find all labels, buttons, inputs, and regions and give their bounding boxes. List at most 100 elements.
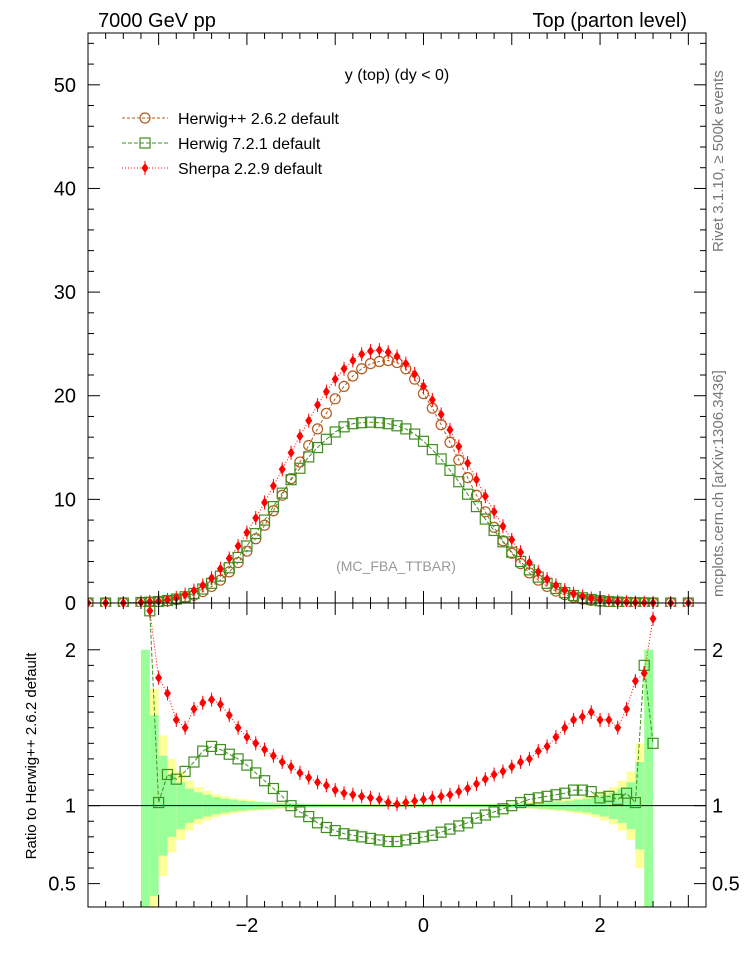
data-point xyxy=(400,834,412,846)
data-point xyxy=(367,346,375,357)
data-point xyxy=(490,506,498,517)
data-point xyxy=(267,782,279,795)
data-point xyxy=(640,597,648,607)
data-point xyxy=(305,415,313,426)
data-point xyxy=(199,697,207,708)
data-point xyxy=(409,428,421,440)
data-point xyxy=(488,806,500,818)
data-point xyxy=(278,757,286,768)
data-point xyxy=(455,441,463,452)
data-point xyxy=(490,769,498,780)
data-point xyxy=(329,825,341,837)
data-point xyxy=(517,757,525,768)
data-point xyxy=(525,753,533,764)
data-point xyxy=(258,514,271,526)
data-point xyxy=(506,546,518,558)
data-point xyxy=(523,793,536,806)
data-point xyxy=(146,605,154,616)
header-left: 7000 GeV pp xyxy=(98,10,216,32)
data-point xyxy=(514,796,527,809)
data-point xyxy=(631,675,639,686)
data-point xyxy=(216,699,224,710)
data-point xyxy=(305,772,313,783)
data-point xyxy=(585,786,597,798)
data-point xyxy=(444,823,456,835)
data-point xyxy=(179,765,191,777)
data-point xyxy=(364,416,377,428)
data-point xyxy=(497,803,509,815)
data-point xyxy=(340,788,348,799)
data-point xyxy=(623,704,631,715)
data-point xyxy=(561,722,569,733)
series-line xyxy=(88,421,689,604)
ratio-series xyxy=(144,603,659,848)
data-point xyxy=(216,563,224,574)
data-point xyxy=(508,534,516,545)
data-point xyxy=(311,441,324,454)
data-point xyxy=(287,447,295,458)
series-line xyxy=(88,349,689,604)
data-point xyxy=(594,792,606,804)
data-point xyxy=(331,374,339,385)
data-point xyxy=(393,351,401,362)
ratio-y-tick-label-right: 1 xyxy=(712,796,723,818)
data-point xyxy=(382,418,394,430)
data-point xyxy=(190,585,198,596)
data-point xyxy=(208,694,216,705)
data-point xyxy=(391,420,403,432)
legend-label: Herwig++ 2.6.2 default xyxy=(178,111,340,128)
data-point xyxy=(393,799,401,810)
ratio-y-tick-label: 1 xyxy=(65,796,76,818)
data-point xyxy=(499,766,507,777)
data-point xyxy=(153,796,165,809)
series-line xyxy=(149,610,654,805)
data-point xyxy=(559,787,571,799)
data-point xyxy=(269,480,277,491)
data-point xyxy=(364,358,377,370)
data-point xyxy=(453,820,465,832)
data-point xyxy=(250,527,262,540)
header-right: Top (parton level) xyxy=(532,10,687,32)
data-point xyxy=(508,761,516,772)
data-point xyxy=(163,594,171,605)
data-point xyxy=(428,792,436,803)
green-band-bin xyxy=(140,649,150,907)
data-point xyxy=(534,566,542,577)
data-point xyxy=(320,821,332,834)
data-point xyxy=(543,574,551,585)
data-point xyxy=(258,775,271,787)
data-point xyxy=(375,794,383,805)
legend-marker xyxy=(141,163,149,173)
data-point xyxy=(470,501,483,513)
data-point xyxy=(338,828,350,840)
data-point xyxy=(435,453,447,465)
data-point xyxy=(567,784,580,796)
data-point xyxy=(649,613,657,624)
data-point xyxy=(472,474,480,485)
data-point xyxy=(241,759,253,771)
data-point xyxy=(367,792,375,803)
data-point xyxy=(437,791,445,802)
data-point xyxy=(481,774,489,785)
data-point xyxy=(409,832,421,845)
data-point xyxy=(331,785,339,796)
data-point xyxy=(347,418,359,430)
data-point xyxy=(349,789,357,800)
data-point xyxy=(570,714,578,725)
data-point xyxy=(470,812,483,824)
data-point xyxy=(276,487,288,499)
data-point xyxy=(358,791,366,802)
data-point xyxy=(347,829,359,841)
data-point xyxy=(329,393,341,405)
ratio-y-tick-label: 2 xyxy=(65,640,76,662)
data-point xyxy=(303,439,315,452)
data-point xyxy=(417,435,430,447)
data-point xyxy=(320,407,332,419)
legend-marker xyxy=(139,137,151,149)
data-point xyxy=(612,793,624,806)
data-point xyxy=(338,380,350,392)
data-point xyxy=(464,458,472,469)
data-point xyxy=(243,732,251,743)
x-tick-label: 2 xyxy=(594,915,605,937)
data-point xyxy=(576,784,589,796)
